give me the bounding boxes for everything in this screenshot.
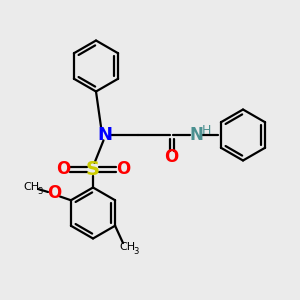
Text: 3: 3 <box>133 247 139 256</box>
Text: O: O <box>164 148 178 166</box>
Text: S: S <box>86 160 100 179</box>
Text: 3: 3 <box>37 187 43 196</box>
Text: O: O <box>116 160 130 178</box>
Text: CH: CH <box>23 182 40 193</box>
Text: CH: CH <box>119 242 136 253</box>
Text: O: O <box>56 160 70 178</box>
Text: N: N <box>190 126 203 144</box>
Text: N: N <box>98 126 112 144</box>
Text: H: H <box>201 124 211 137</box>
Text: O: O <box>47 184 61 202</box>
